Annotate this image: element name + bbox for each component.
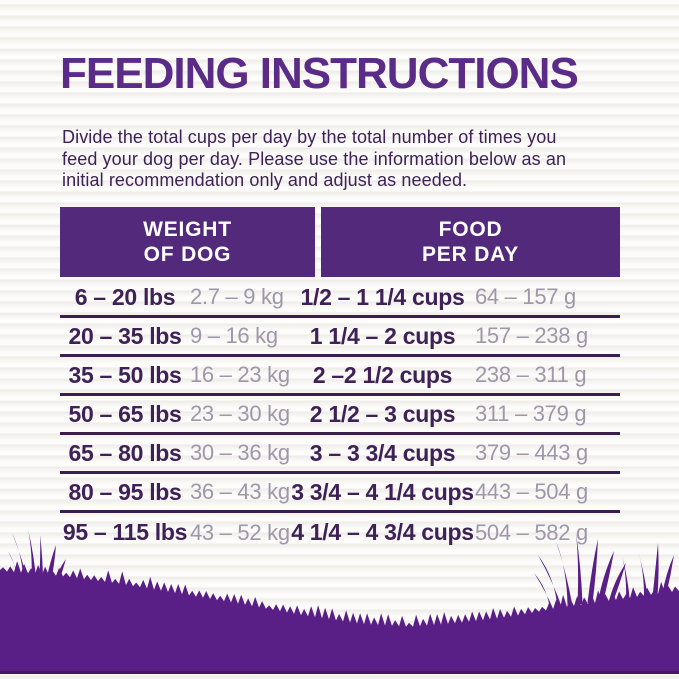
grass-silhouette-graphic [0,529,679,674]
weight-lbs: 35 – 50 lbs [68,361,182,388]
food-cups: 4 1/4 – 4 3/4 cups [291,519,474,545]
table-row: 6 – 20 lbs 2.7 – 9 kg 1/2 – 1 1/4 cups 6… [60,279,620,318]
weight-header-line-2: OF DOG [143,243,232,266]
weight-lbs: 95 – 115 lbs [62,519,188,545]
weight-kg: 30 – 36 kg [190,440,290,465]
table-row: 95 – 115 lbs 43 – 52 kg 4 1/4 – 4 3/4 cu… [60,513,620,552]
food-grams: 157 – 238 g [475,323,588,348]
weight-header-line-1: WEIGHT [143,218,232,241]
food-grams: 443 – 504 g [475,479,588,504]
table-header-row: WEIGHT OF DOG FOOD PER DAY [60,207,620,277]
weight-lbs: 6 – 20 lbs [74,283,176,310]
weight-kg: 36 – 43 kg [190,479,290,504]
weight-lbs: 50 – 65 lbs [68,400,182,427]
table-row: 35 – 50 lbs 16 – 23 kg 2 –2 1/2 cups 238… [60,357,620,396]
weight-kg: 9 – 16 kg [190,323,278,348]
food-cups: 3 – 3 3/4 cups [309,439,456,466]
weight-lbs: 80 – 95 lbs [68,478,182,505]
food-grams: 379 – 443 g [475,440,588,465]
intro-text: Divide the total cups per day by the tot… [62,127,566,192]
table-row: 65 – 80 lbs 30 – 36 kg 3 – 3 3/4 cups 37… [60,435,620,474]
intro-line-2: feed your dog per day. Please use the in… [62,148,567,169]
food-grams: 311 – 379 g [475,401,587,426]
table-row: 50 – 65 lbs 23 – 30 kg 2 1/2 – 3 cups 31… [60,396,620,435]
food-header-line-1: FOOD [438,218,503,241]
food-cups: 1/2 – 1 1/4 cups [300,283,465,310]
weight-kg: 43 – 52 kg [190,519,290,545]
intro-line-3: initial recommendation only and adjust a… [62,170,468,190]
food-header-line-2: PER DAY [421,243,520,266]
weight-lbs: 20 – 35 lbs [68,322,182,349]
page-title: FEEDING INSTRUCTIONS [60,49,579,98]
weight-kg: 2.7 – 9 kg [190,284,284,309]
weight-lbs: 65 – 80 lbs [68,439,182,466]
food-grams: 64 – 157 g [475,284,576,309]
food-cups: 2 1/2 – 3 cups [309,400,456,427]
food-cups: 1 1/4 – 2 cups [309,322,456,349]
weight-of-dog-header: WEIGHT OF DOG [60,207,315,277]
feeding-table-body: 6 – 20 lbs 2.7 – 9 kg 1/2 – 1 1/4 cups 6… [60,279,620,552]
table-row: 20 – 35 lbs 9 – 16 kg 1 1/4 – 2 cups 157… [60,318,620,357]
table-row: 80 – 95 lbs 36 – 43 kg 3 3/4 – 4 1/4 cup… [60,474,620,513]
weight-kg: 16 – 23 kg [190,362,290,387]
food-cups: 2 –2 1/2 cups [312,361,453,388]
food-grams: 238 – 311 g [475,362,587,387]
food-cups: 3 3/4 – 4 1/4 cups [291,478,474,505]
weight-kg: 23 – 30 kg [190,401,290,426]
food-per-day-header: FOOD PER DAY [321,207,620,277]
intro-line-1: Divide the total cups per day by the tot… [62,127,557,147]
